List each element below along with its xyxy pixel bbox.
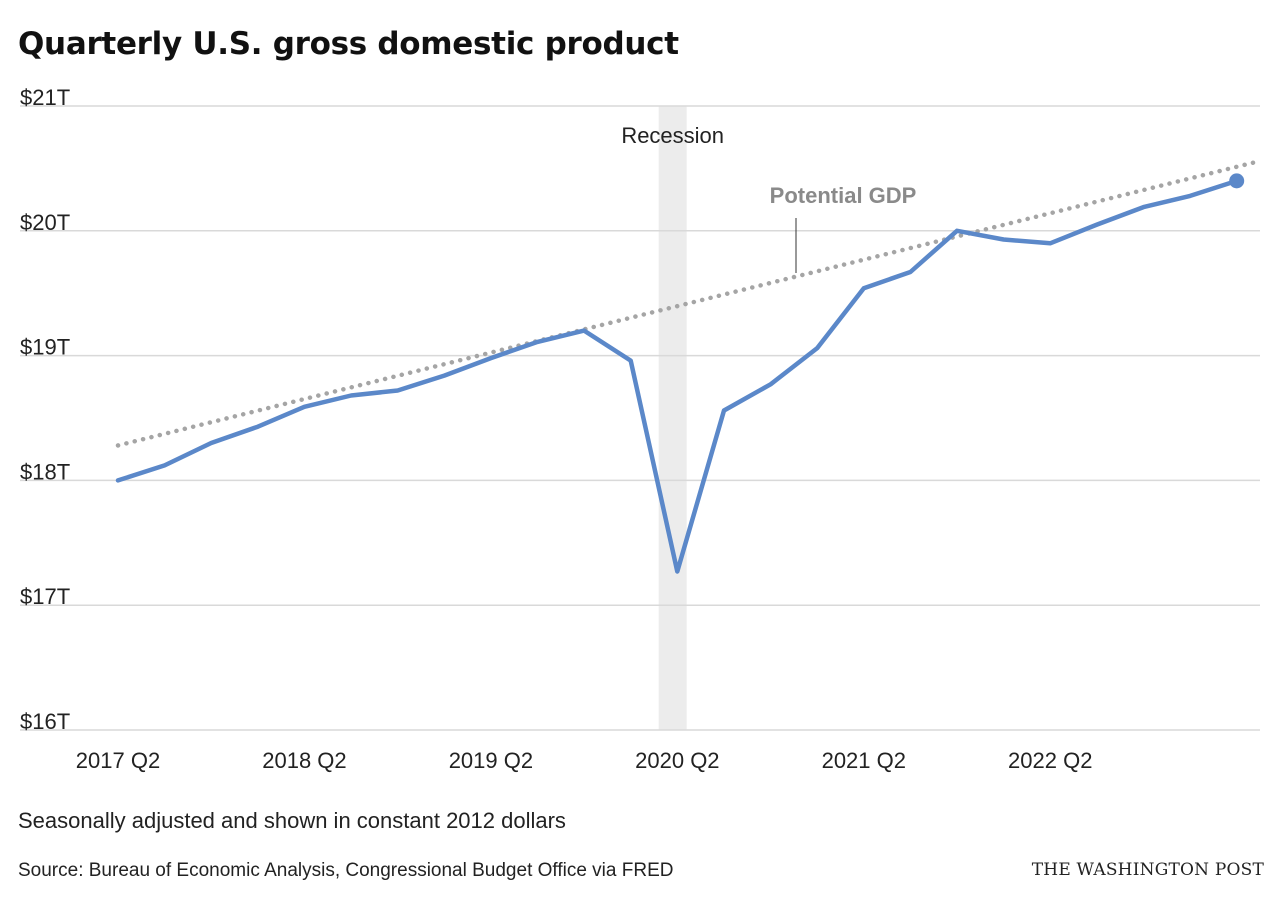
series-layer <box>115 159 1258 574</box>
y-tick-label: $16T <box>20 709 70 734</box>
recession-band-layer <box>658 106 687 730</box>
chart-title: Quarterly U.S. gross domestic product <box>18 26 679 62</box>
y-tick-label: $20T <box>20 210 70 235</box>
source-line: Source: Bureau of Economic Analysis, Con… <box>18 860 674 881</box>
gdp-end-marker <box>1229 173 1245 189</box>
annotations: Recession Potential GDP <box>621 123 916 273</box>
x-tick-label: 2017 Q2 <box>76 748 160 773</box>
x-tick-label: 2022 Q2 <box>1008 748 1092 773</box>
publisher-credit: THE WASHINGTON POST <box>1031 860 1264 880</box>
gridlines <box>20 105 1260 731</box>
y-tick-label: $17T <box>20 584 70 609</box>
y-tick-label: $18T <box>20 459 70 484</box>
gdp-line-chart: $16T$17T$18T$19T$20T$21T 2017 Q2 2018 Q2 2… <box>20 85 1260 773</box>
y-tick-label: $19T <box>20 335 70 360</box>
x-axis-labels: 2017 Q2 2018 Q2 2019 Q2 2020 Q2 2021 Q2 2022 … <box>76 748 1093 773</box>
x-tick-label: 2019 Q2 <box>449 748 533 773</box>
y-tick-label: $21T <box>20 85 70 110</box>
potential-gdp-line <box>115 159 1258 448</box>
y-axis-labels: $16T $17T $18T $19T $20T $21T <box>20 85 70 734</box>
potential-gdp-label: Potential GDP <box>770 183 917 208</box>
chart-note: Seasonally adjusted and shown in constan… <box>18 808 566 833</box>
recession-band <box>658 106 687 730</box>
x-tick-label: 2018 Q2 <box>262 748 346 773</box>
x-tick-label: 2020 Q2 <box>635 748 719 773</box>
recession-label: Recession <box>621 123 724 148</box>
x-tick-label: 2021 Q2 <box>822 748 906 773</box>
